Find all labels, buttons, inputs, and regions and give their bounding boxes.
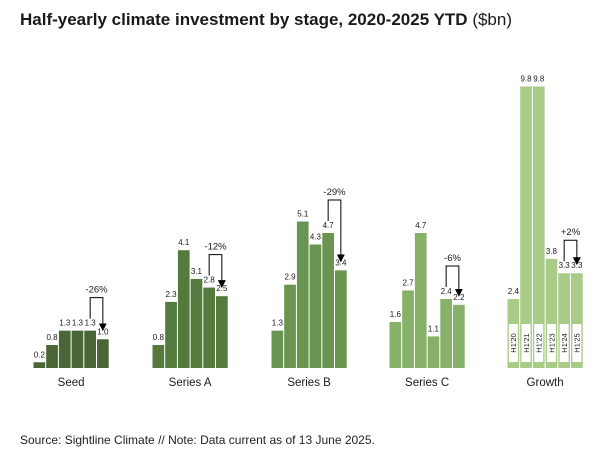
bar-seed-4 [71,330,84,368]
value-label-series-c-2: 2.7 [402,278,414,287]
bar-series-a-3 [177,250,190,368]
chart-title: Half-yearly climate investment by stage,… [20,10,512,30]
bar-growth-2 [520,86,532,368]
value-label-seed-2: 0.8 [46,333,58,342]
category-label-growth: Growth [527,377,564,389]
value-label-series-b-1: 1.3 [272,319,284,328]
category-label-seed: Seed [58,377,85,389]
value-label-series-a-1: 0.8 [153,333,165,342]
period-label-bg-5 [559,324,569,362]
period-label-H125: H1'25 [573,333,582,352]
category-label-series-c: Series C [405,377,449,389]
change-label-seed: -26% [85,285,108,296]
value-label-series-b-4: 4.3 [310,232,322,241]
bar-series-a-5 [203,287,215,368]
change-label-growth: +2% [561,227,581,238]
category-label-series-b: Series B [287,377,331,389]
bar-series-b-4 [309,244,322,368]
value-label-series-c-1: 1.6 [390,310,402,319]
period-label-H124: H1'24 [560,333,569,352]
bar-series-c-4 [427,336,440,368]
category-label-series-a: Series A [169,377,212,389]
bar-series-c-3 [414,232,427,368]
value-label-series-c-3: 4.7 [415,221,427,230]
value-label-seed-4: 1.3 [72,319,84,328]
bar-growth-6 [571,273,583,368]
value-label-series-a-4: 3.1 [191,267,203,276]
change-label-series-b: -29% [323,187,346,198]
value-label-series-a-2: 2.3 [165,290,177,299]
chart-title-unit: ($bn) [472,10,512,29]
period-label-bg-4 [546,324,556,362]
change-bracket-seed [89,297,107,332]
value-label-series-b-2: 2.9 [284,273,296,282]
bar-series-a-1 [152,345,165,368]
bar-series-a-4 [190,278,203,368]
change-bracket-growth [563,239,581,266]
bar-series-b-2 [284,284,296,368]
bar-series-a-6 [216,296,228,368]
bar-seed-5 [84,330,96,368]
period-label-bg-3 [534,324,544,362]
chart-footer: Source: Sightline Climate // Note: Data … [20,433,375,447]
period-label-H122: H1'22 [535,333,544,352]
chart-title-main: Half-yearly climate investment by stage,… [20,10,468,29]
value-label-series-c-5: 2.4 [441,287,453,296]
bar-seed-2 [46,345,58,368]
bar-series-b-5 [322,232,334,368]
bar-series-b-1 [271,330,284,368]
value-label-seed-3: 1.3 [59,319,71,328]
change-bracket-series-c [445,265,463,297]
period-label-bg-2 [521,324,531,362]
bar-growth-3 [532,86,545,368]
value-label-series-c-6: 2.2 [453,293,465,302]
bar-series-c-6 [453,304,465,368]
value-label-series-a-3: 4.1 [178,238,190,247]
change-label-series-a: -12% [204,242,227,253]
value-label-growth-1: 2.4 [508,287,520,296]
value-label-series-c-4: 1.1 [428,324,440,333]
value-label-series-b-6: 3.4 [335,258,347,267]
value-label-seed-1: 0.2 [34,350,46,359]
value-label-seed-6: 1.0 [97,327,109,336]
value-label-growth-5: 3.3 [559,261,571,270]
bar-series-c-1 [389,322,402,368]
value-label-growth-6: 3.3 [571,261,583,270]
period-label-H120: H1'20 [509,333,518,352]
value-label-series-a-5: 2.8 [204,276,216,285]
period-label-H121: H1'21 [522,333,531,352]
bar-seed-3 [58,330,71,368]
bar-series-b-3 [296,221,309,368]
bar-growth-5 [558,273,570,368]
bar-series-b-6 [335,270,347,368]
period-label-bg-1 [508,324,518,362]
value-label-series-b-5: 4.7 [323,221,335,230]
bar-growth-4 [545,258,558,368]
value-label-growth-4: 3.8 [546,247,558,256]
change-bracket-series-b [327,199,345,263]
bar-seed-1 [33,362,46,368]
value-label-seed-5: 1.3 [85,319,97,328]
period-label-bg-6 [572,324,582,362]
change-label-series-c: -6% [444,253,461,264]
bar-series-a-2 [165,301,177,368]
period-label-H123: H1'23 [547,333,556,352]
value-label-growth-3: 9.8 [533,74,545,83]
bar-series-c-2 [402,290,414,368]
value-label-series-a-6: 2.5 [216,284,228,293]
value-label-series-b-3: 5.1 [297,210,309,219]
change-bracket-series-a [208,254,226,289]
bar-series-c-5 [440,299,452,368]
value-label-growth-2: 9.8 [520,74,532,83]
bar-seed-6 [97,339,109,368]
